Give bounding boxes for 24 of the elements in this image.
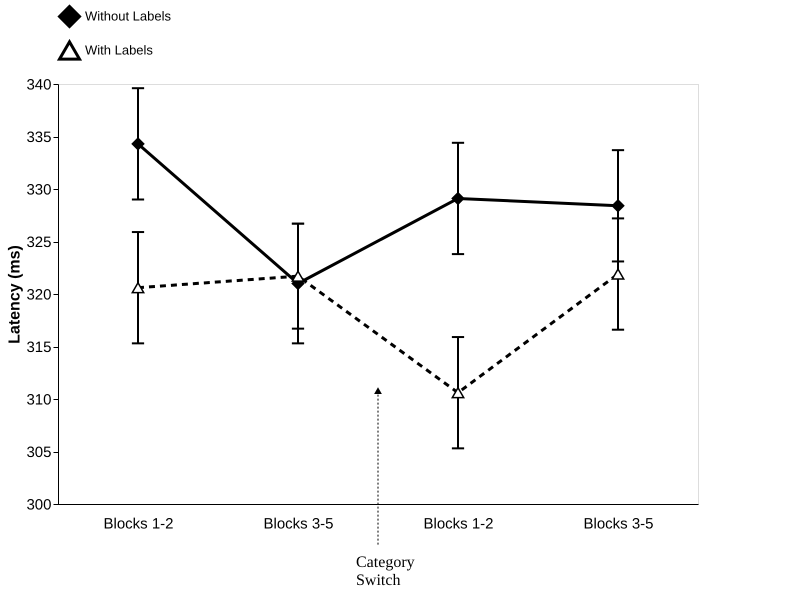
legend-label: Without Labels <box>85 8 172 24</box>
text: Category Switch <box>356 554 415 589</box>
y-axis-title: Latency (ms) <box>6 245 24 344</box>
y-tick-label: 330 <box>26 182 52 198</box>
x-tick-label: Blocks 3-5 <box>263 516 334 532</box>
y-tick-label: 315 <box>26 339 52 356</box>
point <box>612 268 624 280</box>
point <box>452 192 464 205</box>
point <box>612 199 624 212</box>
point <box>292 270 304 282</box>
y-tick-label: 310 <box>26 392 52 408</box>
y-tick-label: 320 <box>26 286 52 304</box>
point <box>132 282 144 294</box>
point <box>452 387 464 398</box>
x-tick-label: Blocks 3-5 <box>583 516 654 532</box>
y-tick-label: 305 <box>26 444 52 461</box>
x-tick-label: Blocks 1-2 <box>423 516 494 532</box>
y-tick-label: 300 <box>26 496 52 514</box>
point <box>132 137 144 150</box>
y-tick-label: 335 <box>26 129 52 146</box>
y-tick-label: 340 <box>26 76 52 94</box>
x-tick-label: Blocks 1-2 <box>103 516 174 532</box>
y-tick-label: 325 <box>26 234 52 251</box>
legend-label: With Labels <box>85 42 154 58</box>
